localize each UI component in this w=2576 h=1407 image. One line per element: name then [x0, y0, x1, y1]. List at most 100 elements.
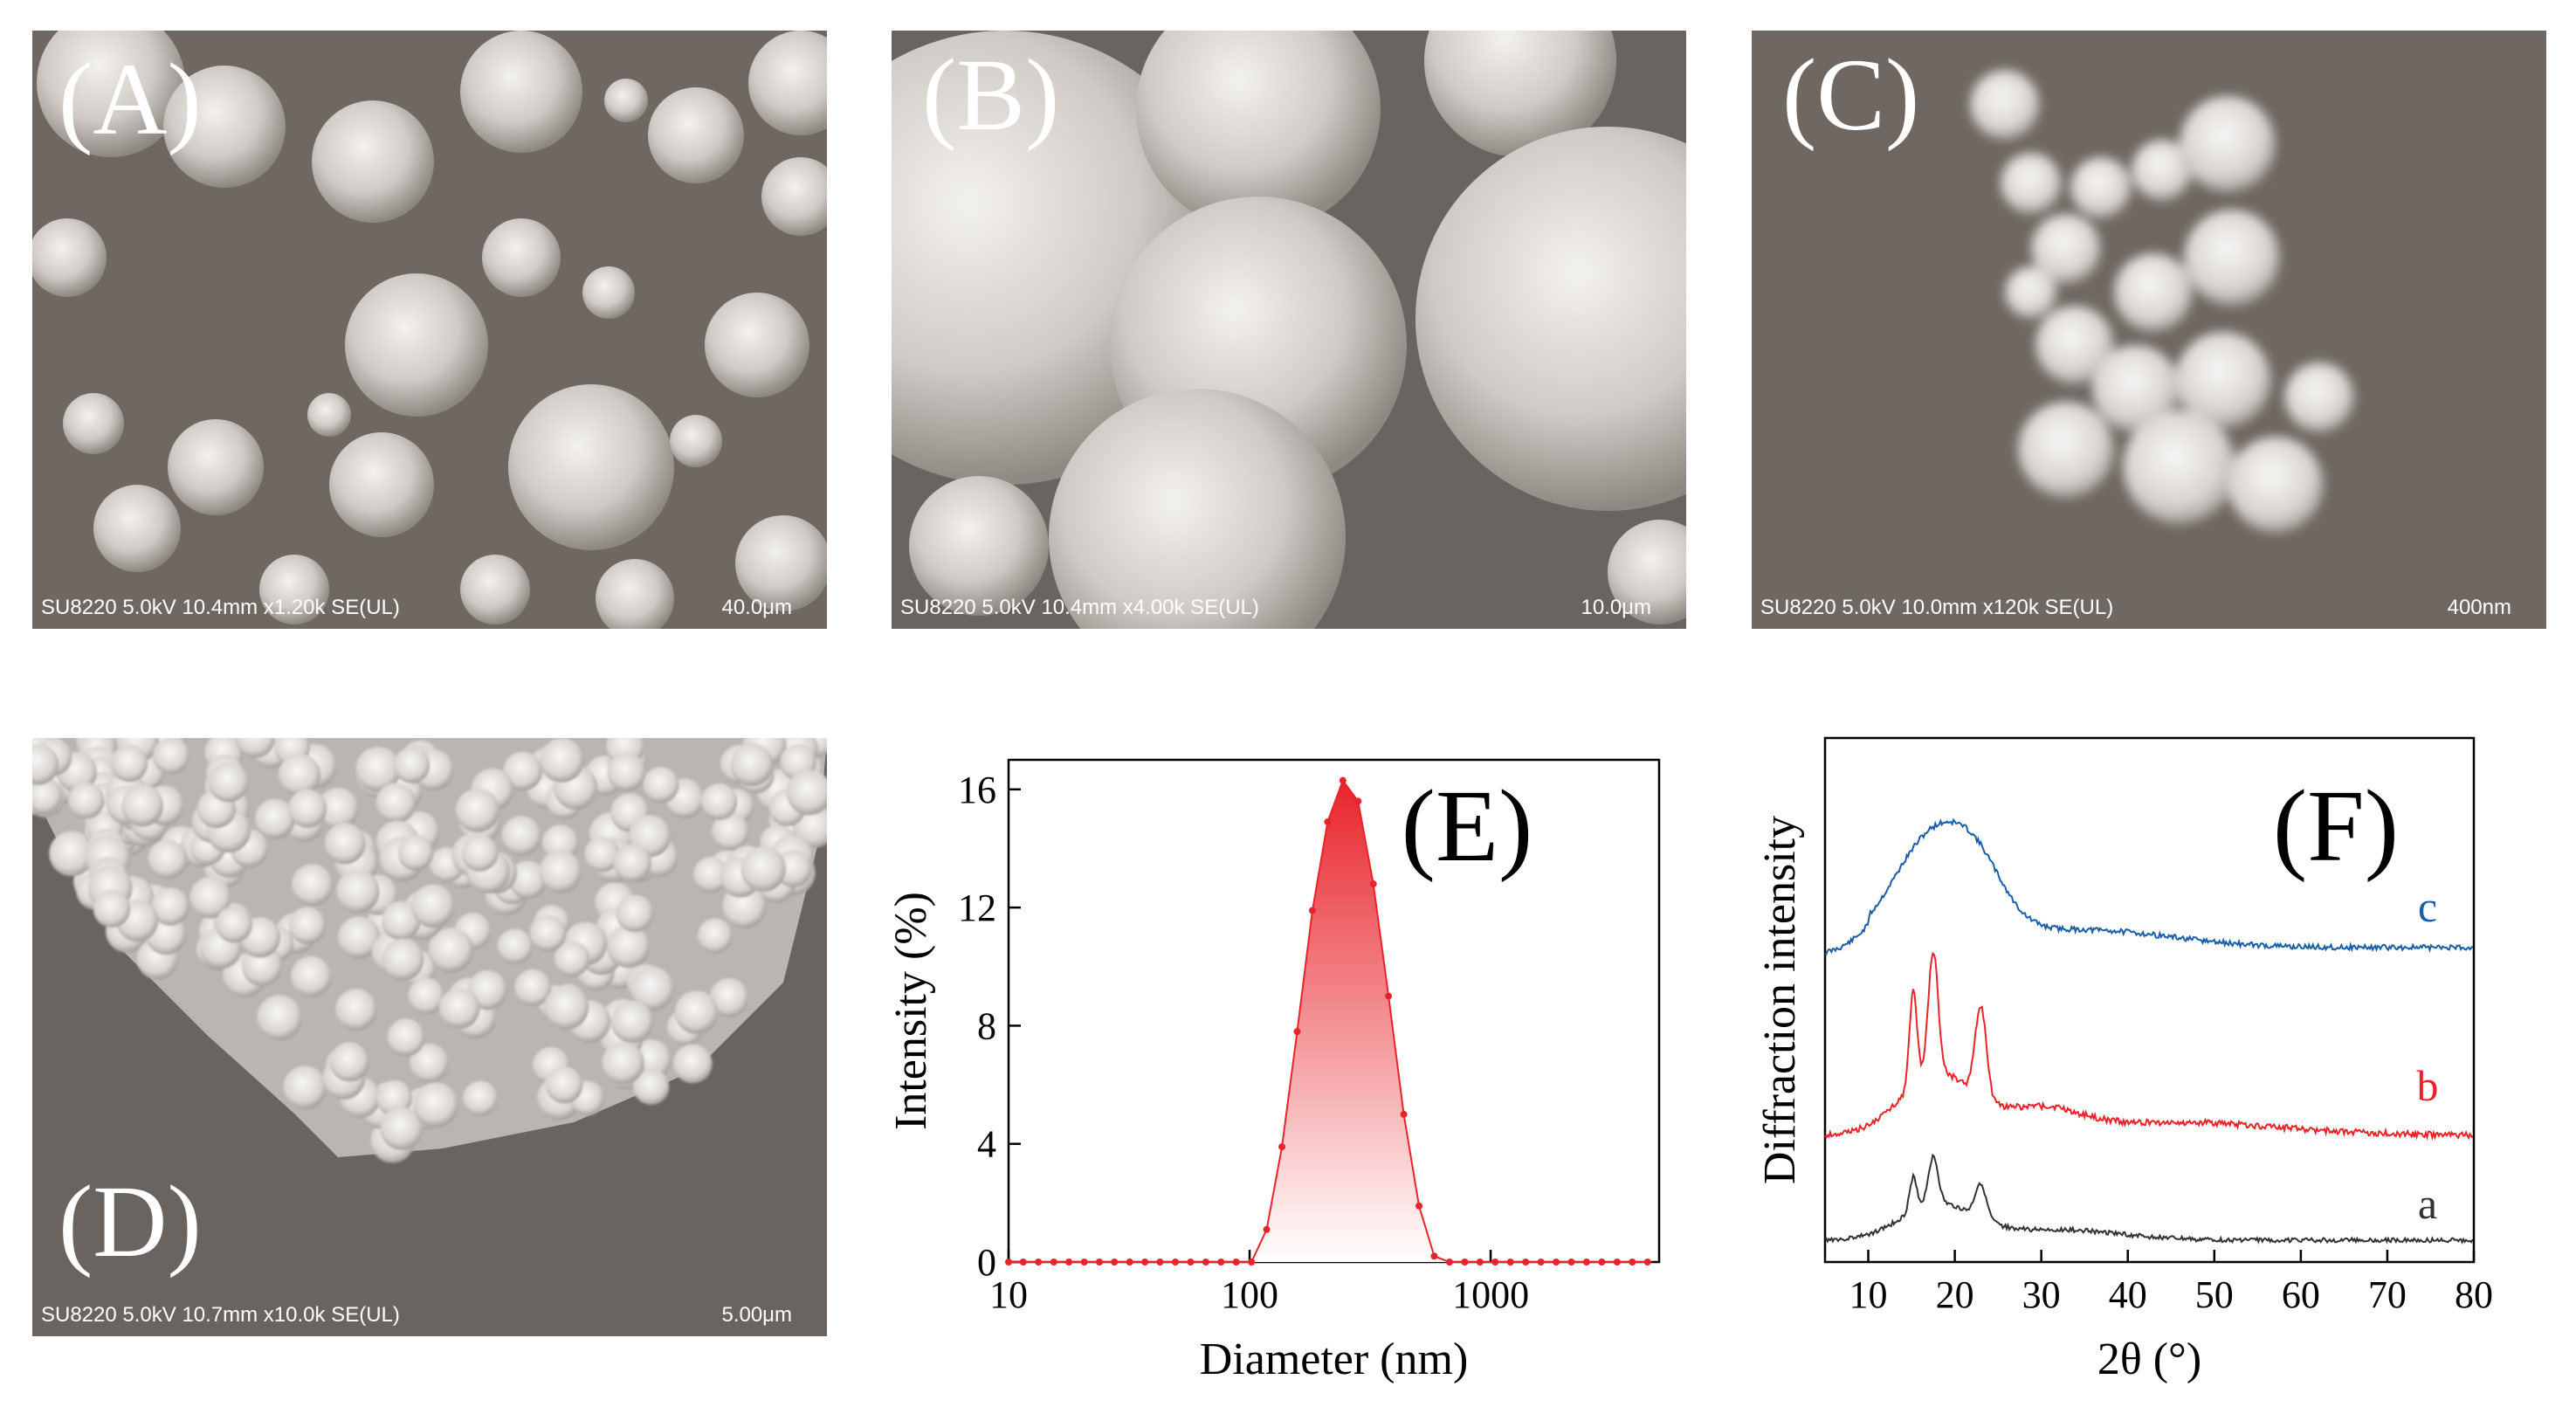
- sem-particle: [283, 1066, 327, 1110]
- chart-f-x-tick-label: 40: [2109, 1273, 2147, 1316]
- sem-info-bar-c: SU8220 5.0kV 10.0mm x120k SE(UL) 400nm: [1752, 589, 2546, 629]
- chart-f-label-a: a: [2418, 1179, 2437, 1228]
- sem-particle: [380, 1107, 424, 1150]
- chart-e-point: [1506, 1259, 1514, 1266]
- sem-particle: [712, 812, 749, 851]
- chart-e-point: [1263, 1225, 1271, 1233]
- sem-particle: [216, 906, 252, 943]
- chart-f-series-b: [1824, 951, 2474, 1141]
- sem-particle: [630, 966, 674, 1011]
- sem-image-a: SU8220 5.0kV 10.4mm x1.20k SE(UL) 40.0μm…: [32, 31, 827, 629]
- sem-particle: [602, 1042, 644, 1085]
- chart-f-x-tick-label: 10: [1849, 1273, 1888, 1316]
- chart-e-x-tick-label: 100: [1221, 1273, 1278, 1316]
- panel-label-c: (C): [1782, 38, 1920, 152]
- chart-f-label-b: b: [2417, 1061, 2439, 1110]
- chart-e-point: [1111, 1259, 1119, 1266]
- sem-particle: [32, 778, 62, 815]
- chart-f-x-tick-label: 20: [1936, 1273, 1974, 1316]
- sem-particle: [411, 884, 455, 928]
- sem-particle: [375, 1079, 412, 1116]
- chart-e-point: [1629, 1259, 1636, 1266]
- sem-particle: [32, 744, 59, 785]
- chart-f-series-a: [1824, 1153, 2474, 1245]
- sem-scale-text-a: 40.0μm: [721, 596, 792, 619]
- sem-particle: [189, 877, 231, 919]
- sem-info-text-b: SU8220 5.0kV 10.4mm x4.00k SE(UL): [900, 596, 1259, 619]
- panel-label-b: (B): [922, 38, 1060, 152]
- sem-info-bar-b: SU8220 5.0kV 10.4mm x4.00k SE(UL) 10.0μm: [892, 589, 1686, 629]
- sem-info-bar-a: SU8220 5.0kV 10.4mm x1.20k SE(UL) 40.0μm: [32, 589, 827, 629]
- chart-e-point: [1522, 1259, 1530, 1266]
- sem-particle: [616, 894, 654, 933]
- chart-f-panel-label: (F): [2273, 769, 2399, 883]
- chart-f-y-axis-label: Diffraction intensity: [1755, 816, 1805, 1184]
- chart-e-point: [1339, 776, 1347, 784]
- chart-e-point: [1065, 1259, 1073, 1266]
- sem-particle: [336, 870, 380, 914]
- chart-e-point: [1141, 1259, 1149, 1266]
- sem-particle: [674, 990, 719, 1034]
- chart-e-point: [1126, 1259, 1133, 1266]
- sem-particle: [148, 839, 188, 879]
- chart-e-point: [1035, 1259, 1043, 1266]
- sem-info-text-c: SU8220 5.0kV 10.0mm x120k SE(UL): [1760, 596, 2114, 619]
- chart-e-point: [1598, 1259, 1606, 1266]
- chart-e-panel-label: (E): [1402, 769, 1533, 883]
- sem-particle: [540, 738, 584, 783]
- sem-particle: [292, 864, 334, 907]
- chart-e-point: [1430, 1252, 1438, 1260]
- sem-particle: [335, 989, 377, 1031]
- chart-e-point: [1187, 1259, 1195, 1266]
- sem-particle: [740, 846, 786, 892]
- sem-particle: [554, 941, 590, 977]
- sem-particle: [539, 850, 582, 893]
- sem-particle: [410, 1043, 450, 1083]
- sem-particle: [428, 928, 473, 973]
- chart-e-point: [1461, 1259, 1469, 1266]
- chart-e-point: [1308, 907, 1316, 914]
- sem-particle: [697, 918, 733, 954]
- chart-e-x-axis-label: Diameter (nm): [1200, 1335, 1469, 1384]
- sem-particle: [643, 767, 679, 804]
- chart-e-point: [1202, 1259, 1209, 1266]
- sem-particle: [393, 747, 430, 783]
- sem-scale-text-c: 400nm: [2447, 596, 2511, 619]
- sem-particle: [278, 754, 321, 797]
- sem-particle: [438, 988, 480, 1029]
- sem-particle: [317, 788, 359, 830]
- chart-e-point: [1582, 1259, 1590, 1266]
- chart-e-point: [1643, 1259, 1651, 1266]
- sem-particle: [607, 753, 646, 792]
- sem-info-text-a: SU8220 5.0kV 10.4mm x1.20k SE(UL): [41, 596, 400, 619]
- chart-e-point: [1050, 1259, 1057, 1266]
- sem-info-text-d: SU8220 5.0kV 10.7mm x10.0k SE(UL): [41, 1303, 400, 1327]
- sem-particle: [397, 835, 434, 871]
- sem-particle: [633, 1068, 670, 1105]
- chart-f-label-c: c: [2418, 882, 2437, 931]
- chart-e-point: [1232, 1259, 1240, 1266]
- chart-e-point: [1415, 1202, 1423, 1210]
- chart-e-point: [1537, 1259, 1545, 1266]
- sem-particle: [546, 1066, 583, 1104]
- chart-e-point: [1400, 1110, 1408, 1118]
- chart-e-y-tick-label: 16: [958, 769, 996, 811]
- sem-scale-text-d: 5.00μm: [721, 1303, 792, 1327]
- sem-particle: [514, 969, 552, 1007]
- chart-e-point: [1445, 1259, 1453, 1266]
- chart-e-y-tick-label: 8: [977, 1004, 996, 1047]
- sem-particle: [382, 900, 421, 941]
- chart-e-y-tick-label: 12: [958, 886, 996, 929]
- sem-particle: [541, 824, 579, 862]
- chart-e-point: [1476, 1259, 1484, 1266]
- chart-f-x-tick-label: 70: [2368, 1273, 2407, 1316]
- sem-particle: [613, 844, 651, 883]
- sem-image-b: SU8220 5.0kV 10.4mm x4.00k SE(UL) 10.0μm…: [892, 31, 1686, 629]
- sem-particle: [408, 977, 445, 1015]
- sem-particle: [49, 831, 94, 877]
- chart-e-point: [1567, 1259, 1575, 1266]
- sem-particle: [288, 907, 327, 945]
- chart-e-point: [1553, 1259, 1560, 1266]
- sem-particle: [529, 914, 567, 952]
- chart-f-x-tick-label: 60: [2282, 1273, 2320, 1316]
